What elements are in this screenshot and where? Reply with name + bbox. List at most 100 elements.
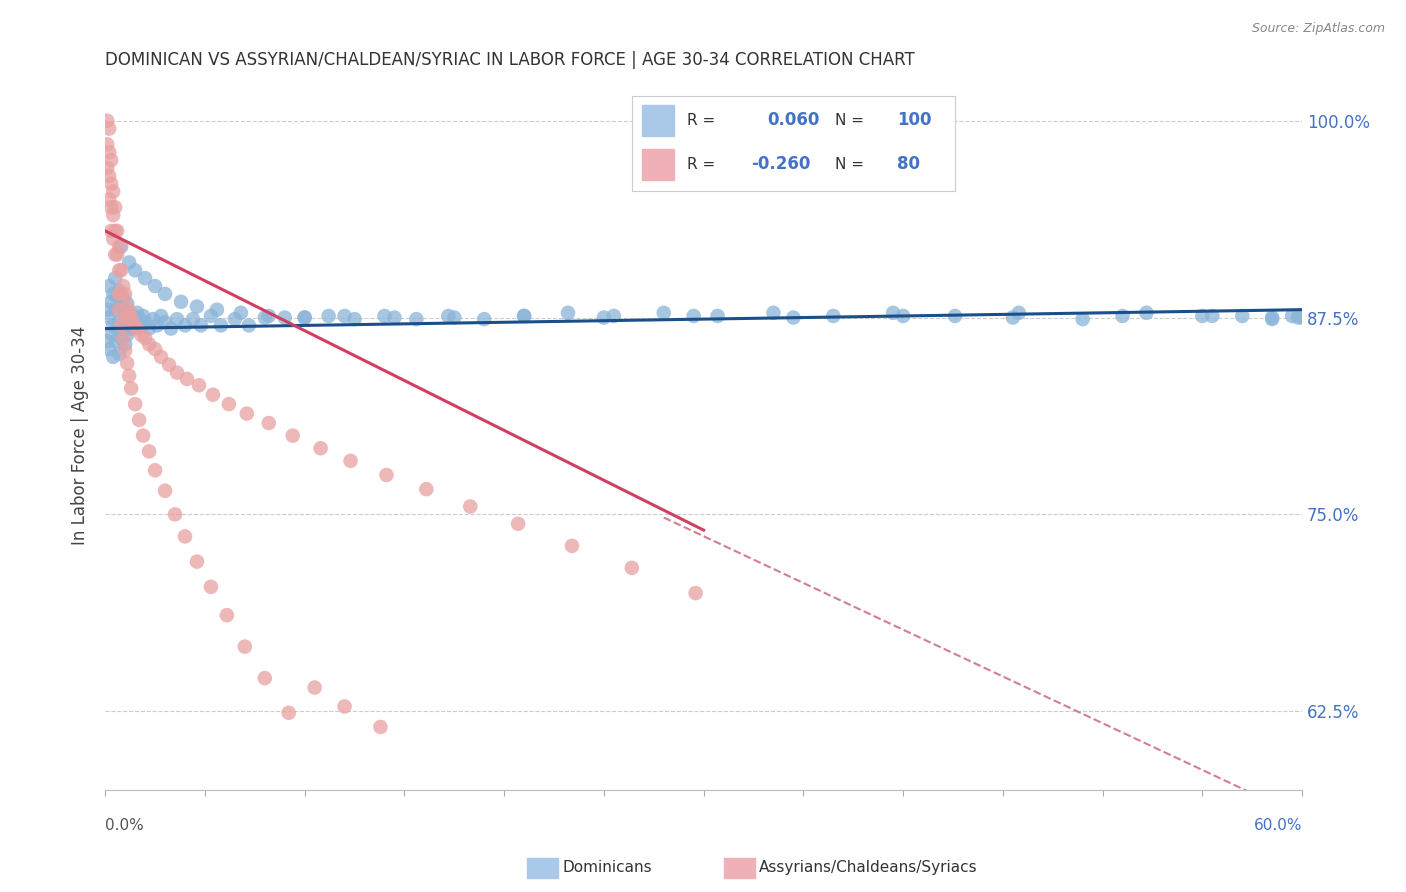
Point bbox=[1286, 310, 1309, 325]
Point bbox=[943, 309, 966, 323]
Point bbox=[176, 372, 198, 386]
Point bbox=[115, 327, 138, 342]
Point bbox=[105, 224, 128, 238]
Point bbox=[96, 113, 118, 128]
Point bbox=[105, 290, 128, 304]
Point bbox=[108, 347, 131, 361]
Text: 0.0%: 0.0% bbox=[105, 818, 143, 833]
Point bbox=[205, 302, 228, 317]
Point bbox=[277, 706, 299, 720]
Point bbox=[229, 306, 252, 320]
Point bbox=[143, 279, 166, 293]
Point bbox=[186, 555, 208, 569]
Point bbox=[143, 463, 166, 477]
Point bbox=[146, 318, 169, 333]
Point bbox=[108, 302, 131, 317]
Point bbox=[118, 306, 141, 320]
Point bbox=[120, 310, 142, 325]
Point bbox=[309, 442, 332, 456]
Point bbox=[891, 309, 914, 323]
Point bbox=[134, 315, 156, 329]
Point bbox=[100, 224, 122, 238]
Point bbox=[238, 318, 260, 333]
Point bbox=[823, 309, 845, 323]
Point bbox=[215, 608, 238, 623]
Point bbox=[115, 296, 138, 310]
Point bbox=[1291, 310, 1313, 325]
Point bbox=[105, 321, 128, 335]
Point bbox=[100, 326, 122, 341]
Text: Source: ZipAtlas.com: Source: ZipAtlas.com bbox=[1251, 22, 1385, 36]
Point bbox=[129, 318, 152, 333]
Point bbox=[118, 315, 141, 329]
Point bbox=[110, 240, 132, 254]
Point bbox=[150, 350, 173, 364]
Point bbox=[100, 177, 122, 191]
Point bbox=[122, 315, 145, 329]
Point bbox=[104, 224, 127, 238]
Point bbox=[443, 310, 465, 325]
Point bbox=[96, 302, 118, 317]
Point bbox=[103, 350, 125, 364]
Point bbox=[108, 284, 131, 298]
Point bbox=[138, 444, 160, 458]
Point bbox=[166, 366, 188, 380]
Point bbox=[620, 561, 643, 575]
Point bbox=[103, 208, 125, 222]
Point bbox=[593, 310, 616, 325]
Point bbox=[120, 381, 142, 395]
Point bbox=[782, 310, 804, 325]
Point bbox=[98, 279, 121, 293]
Point bbox=[174, 529, 197, 543]
Point bbox=[1001, 310, 1024, 325]
Point bbox=[557, 306, 579, 320]
Point bbox=[375, 468, 398, 483]
Point bbox=[415, 482, 437, 496]
Point bbox=[98, 145, 121, 160]
Point bbox=[1232, 309, 1254, 323]
Point bbox=[1071, 312, 1094, 326]
Point bbox=[98, 169, 121, 183]
Point bbox=[513, 309, 536, 323]
Point bbox=[150, 309, 173, 323]
Point bbox=[218, 397, 240, 411]
Point bbox=[100, 294, 122, 309]
Point bbox=[104, 271, 127, 285]
Point bbox=[100, 153, 122, 167]
Point bbox=[458, 500, 481, 514]
Point bbox=[186, 300, 208, 314]
Point bbox=[134, 331, 156, 345]
Point bbox=[685, 586, 707, 600]
Point bbox=[115, 356, 138, 370]
Point bbox=[110, 287, 132, 301]
Point bbox=[98, 193, 121, 207]
Point bbox=[1135, 306, 1157, 320]
Point bbox=[108, 263, 131, 277]
Point bbox=[200, 309, 222, 323]
Point bbox=[333, 699, 356, 714]
Point bbox=[96, 334, 118, 348]
Point bbox=[110, 318, 132, 333]
Point bbox=[209, 318, 232, 333]
Point bbox=[124, 320, 146, 334]
Point bbox=[110, 263, 132, 277]
Point bbox=[114, 287, 136, 301]
Point bbox=[104, 247, 127, 261]
Point bbox=[257, 309, 280, 323]
Point bbox=[181, 312, 204, 326]
Point bbox=[472, 312, 495, 326]
Point bbox=[134, 271, 156, 285]
Point bbox=[114, 306, 136, 320]
Point bbox=[882, 306, 904, 320]
Point bbox=[124, 263, 146, 277]
Point bbox=[304, 681, 326, 695]
Point bbox=[127, 321, 149, 335]
Point bbox=[200, 580, 222, 594]
Point bbox=[124, 315, 146, 329]
Point bbox=[160, 321, 183, 335]
Point bbox=[128, 312, 150, 326]
Point bbox=[224, 312, 246, 326]
Point bbox=[1111, 309, 1133, 323]
Point bbox=[115, 300, 138, 314]
Point bbox=[274, 310, 297, 325]
